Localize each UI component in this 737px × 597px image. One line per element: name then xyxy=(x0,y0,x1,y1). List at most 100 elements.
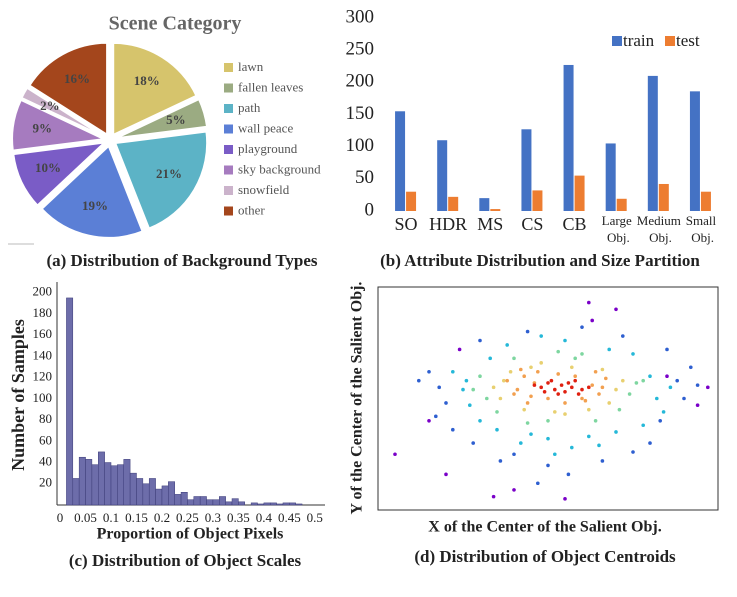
hist-bar xyxy=(289,502,296,506)
point xyxy=(641,423,645,428)
bar xyxy=(689,91,700,211)
hist-bar xyxy=(187,499,195,506)
point xyxy=(502,378,506,383)
point xyxy=(525,329,530,334)
point xyxy=(478,419,482,423)
point xyxy=(539,334,543,338)
point xyxy=(478,374,482,379)
chart-title: Scene Category xyxy=(109,13,242,35)
point xyxy=(648,374,652,379)
bar xyxy=(490,209,501,211)
point xyxy=(563,338,567,343)
point xyxy=(563,412,567,416)
point xyxy=(539,385,543,390)
point xyxy=(488,356,493,361)
hist-bar xyxy=(212,499,220,506)
x-tick-label: 0.4 xyxy=(256,510,273,525)
point xyxy=(587,300,591,305)
point xyxy=(505,343,510,347)
point xyxy=(519,367,523,372)
legend-swatch xyxy=(224,63,233,72)
point xyxy=(573,374,577,379)
bar xyxy=(647,75,658,212)
hist-bar xyxy=(168,481,175,506)
point xyxy=(682,396,686,401)
x-tick-label: 0.1 xyxy=(103,510,119,525)
hist-bar xyxy=(161,485,169,506)
point xyxy=(529,432,533,436)
x-tick-label: 0.05 xyxy=(74,510,97,525)
y-tick-label: 60 xyxy=(39,432,52,447)
point xyxy=(563,497,567,501)
point xyxy=(556,392,560,396)
point xyxy=(468,403,472,407)
point xyxy=(457,347,462,352)
pie-slice xyxy=(12,141,108,207)
x-tick-label: Small Obj. xyxy=(686,213,717,245)
hist-bar xyxy=(142,483,150,506)
point xyxy=(451,369,455,374)
point xyxy=(427,419,431,423)
point xyxy=(621,334,625,338)
point xyxy=(522,407,526,412)
y-tick-label: 40 xyxy=(39,454,52,469)
point xyxy=(478,338,482,343)
point xyxy=(668,385,673,390)
point xyxy=(631,352,635,356)
legend-label: fallen leaves xyxy=(238,79,303,94)
point xyxy=(464,378,469,383)
point xyxy=(600,459,605,463)
y-tick-label: 300 xyxy=(346,6,375,27)
point xyxy=(549,378,554,383)
point xyxy=(539,361,543,365)
hist-bar xyxy=(123,459,131,506)
point xyxy=(658,419,662,423)
x-tick-label: 0.5 xyxy=(307,510,323,525)
point xyxy=(553,410,557,414)
point xyxy=(576,392,581,396)
point xyxy=(546,381,550,385)
point xyxy=(566,381,571,385)
y-tick-label: 100 xyxy=(33,390,53,405)
scatter-frame xyxy=(377,286,719,511)
point xyxy=(587,407,591,412)
y-tick-label: 50 xyxy=(355,167,374,188)
point xyxy=(661,410,666,414)
x-tick-label: HDR xyxy=(429,214,467,234)
point xyxy=(583,398,588,403)
y-tick-label: 100 xyxy=(346,135,375,156)
hist-bar xyxy=(263,502,271,506)
point xyxy=(607,401,611,405)
point xyxy=(485,396,489,401)
point xyxy=(529,365,533,370)
bar xyxy=(658,183,669,211)
slice-label: 16% xyxy=(64,71,90,86)
caption: (c) Distribution of Object Scales xyxy=(69,551,302,570)
legend-swatch xyxy=(224,83,233,93)
bar xyxy=(532,190,543,211)
legend-label: test xyxy=(676,31,700,50)
y-tick-label: 200 xyxy=(346,71,375,92)
hist-bar xyxy=(225,501,233,506)
x-tick-label: 0.25 xyxy=(176,510,199,525)
point xyxy=(563,390,567,394)
legend-label: path xyxy=(238,100,261,115)
y-tick-label: 120 xyxy=(33,369,53,384)
hist-bar xyxy=(276,503,284,506)
hist-bar xyxy=(85,459,93,506)
slice-label: 10% xyxy=(35,160,61,175)
point xyxy=(532,383,537,387)
point xyxy=(614,307,618,312)
point xyxy=(614,430,618,434)
point xyxy=(546,463,550,468)
pie-slice xyxy=(40,144,144,239)
hist-bar xyxy=(66,297,74,506)
point xyxy=(648,441,652,445)
hist-bar xyxy=(193,496,201,506)
point xyxy=(570,445,574,450)
legend-swatch xyxy=(224,104,233,113)
bar xyxy=(395,111,406,211)
hist-bar xyxy=(174,494,182,506)
y-tick-label: 140 xyxy=(33,347,53,362)
